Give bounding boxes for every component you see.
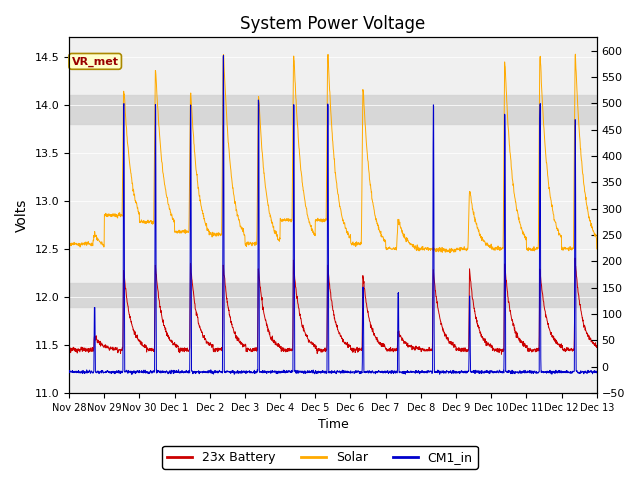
Legend: 23x Battery, Solar, CM1_in: 23x Battery, Solar, CM1_in xyxy=(163,446,477,469)
Bar xyxy=(69,95,596,124)
X-axis label: Time: Time xyxy=(317,419,348,432)
Y-axis label: Volts: Volts xyxy=(15,199,29,232)
Bar xyxy=(69,283,596,307)
Title: System Power Voltage: System Power Voltage xyxy=(240,15,426,33)
Text: VR_met: VR_met xyxy=(72,56,118,67)
